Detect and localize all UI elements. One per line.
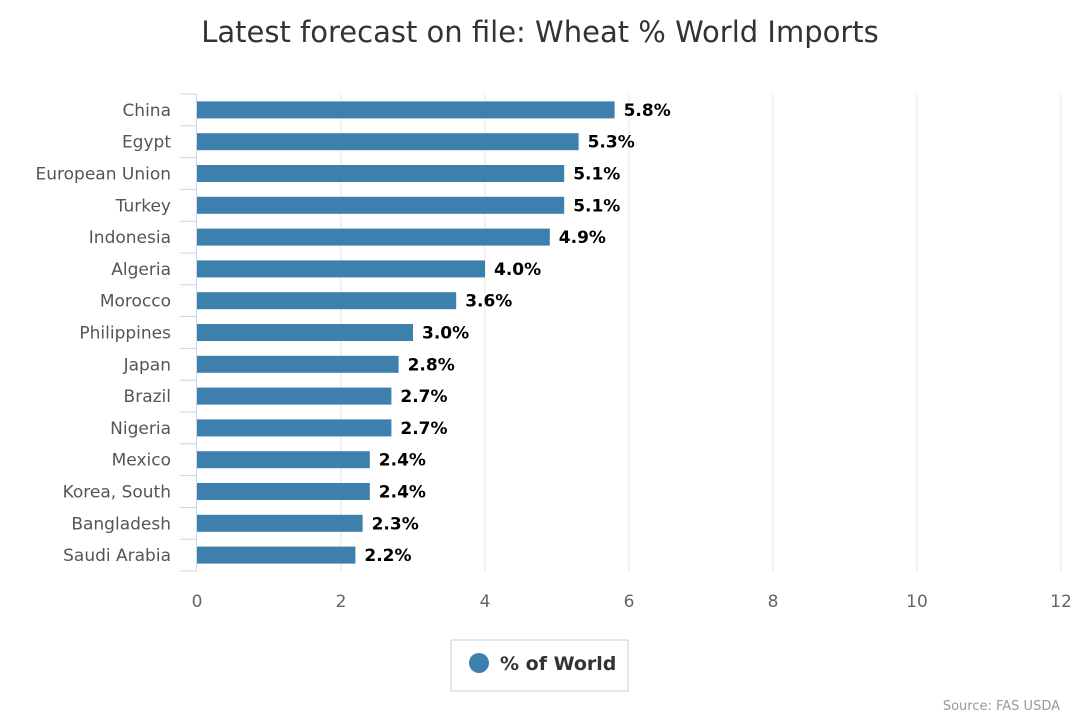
category-label: Morocco	[100, 292, 171, 312]
data-label: 2.7%	[400, 387, 447, 407]
bar[interactable]	[197, 514, 363, 532]
x-tick-label: 8	[768, 592, 779, 612]
category-label: Bangladesh	[71, 514, 171, 534]
category-label: Indonesia	[89, 228, 171, 248]
x-tick-label: 0	[192, 592, 203, 612]
x-tick-label: 12	[1050, 592, 1072, 612]
data-label: 3.6%	[465, 292, 512, 312]
category-label: Nigeria	[110, 419, 171, 439]
category-label: European Union	[36, 165, 172, 185]
data-label: 2.4%	[379, 483, 426, 503]
category-label: Mexico	[112, 451, 171, 471]
data-label: 3.0%	[422, 324, 469, 344]
bar[interactable]	[197, 165, 565, 182]
bar[interactable]	[197, 260, 485, 278]
data-label: 5.3%	[588, 133, 635, 153]
legend[interactable]: % of World	[450, 639, 629, 692]
value-axis-ticks: 0 2 4 6 8 10 12	[192, 592, 1072, 612]
bar[interactable]	[197, 355, 399, 373]
bar[interactable]	[197, 228, 550, 246]
chart-title: Latest forecast on file: Wheat % World I…	[201, 15, 879, 49]
data-label: 5.8%	[624, 101, 671, 121]
data-label: 2.3%	[372, 514, 419, 534]
category-label: Korea, South	[63, 483, 171, 503]
bar[interactable]	[197, 419, 392, 437]
bar[interactable]	[197, 324, 413, 341]
data-label: 4.0%	[494, 260, 541, 280]
data-label: 2.2%	[364, 546, 411, 566]
data-labels: 5.8% 5.3% 5.1% 5.1% 4.9% 4.0% 3.6% 3.0% 2.8% 2.7%…	[364, 101, 670, 566]
x-tick-label: 2	[336, 592, 347, 612]
bar[interactable]	[197, 451, 370, 469]
category-label: China	[122, 101, 171, 121]
category-label: Japan	[123, 355, 171, 375]
data-label: 5.1%	[573, 165, 620, 185]
x-tick-label: 10	[906, 592, 928, 612]
bar-series[interactable]	[197, 101, 615, 564]
category-label: Saudi Arabia	[63, 546, 171, 566]
bar[interactable]	[197, 387, 392, 405]
data-label: 2.4%	[379, 451, 426, 471]
category-label: Philippines	[79, 324, 171, 344]
data-label: 5.1%	[573, 196, 620, 216]
data-label: 2.7%	[400, 419, 447, 439]
data-label: 4.9%	[559, 228, 606, 248]
legend-marker-icon	[469, 653, 489, 673]
bar[interactable]	[197, 133, 579, 151]
bar[interactable]	[197, 546, 356, 564]
bar[interactable]	[197, 483, 370, 500]
category-axis: China Egypt European Union Turkey Indonesia A…	[36, 93, 197, 572]
data-label: 2.8%	[408, 355, 455, 375]
bar[interactable]	[197, 101, 615, 119]
source-credit[interactable]: Source: FAS USDA	[943, 699, 1060, 714]
x-tick-label: 6	[624, 592, 635, 612]
bar[interactable]	[197, 196, 565, 214]
legend-item-label[interactable]: % of World	[500, 653, 616, 675]
bar[interactable]	[197, 292, 457, 310]
category-label: Turkey	[115, 196, 171, 216]
category-label: Egypt	[122, 133, 171, 153]
category-label: Algeria	[111, 260, 171, 280]
x-tick-label: 4	[480, 592, 491, 612]
category-label: Brazil	[124, 387, 171, 407]
